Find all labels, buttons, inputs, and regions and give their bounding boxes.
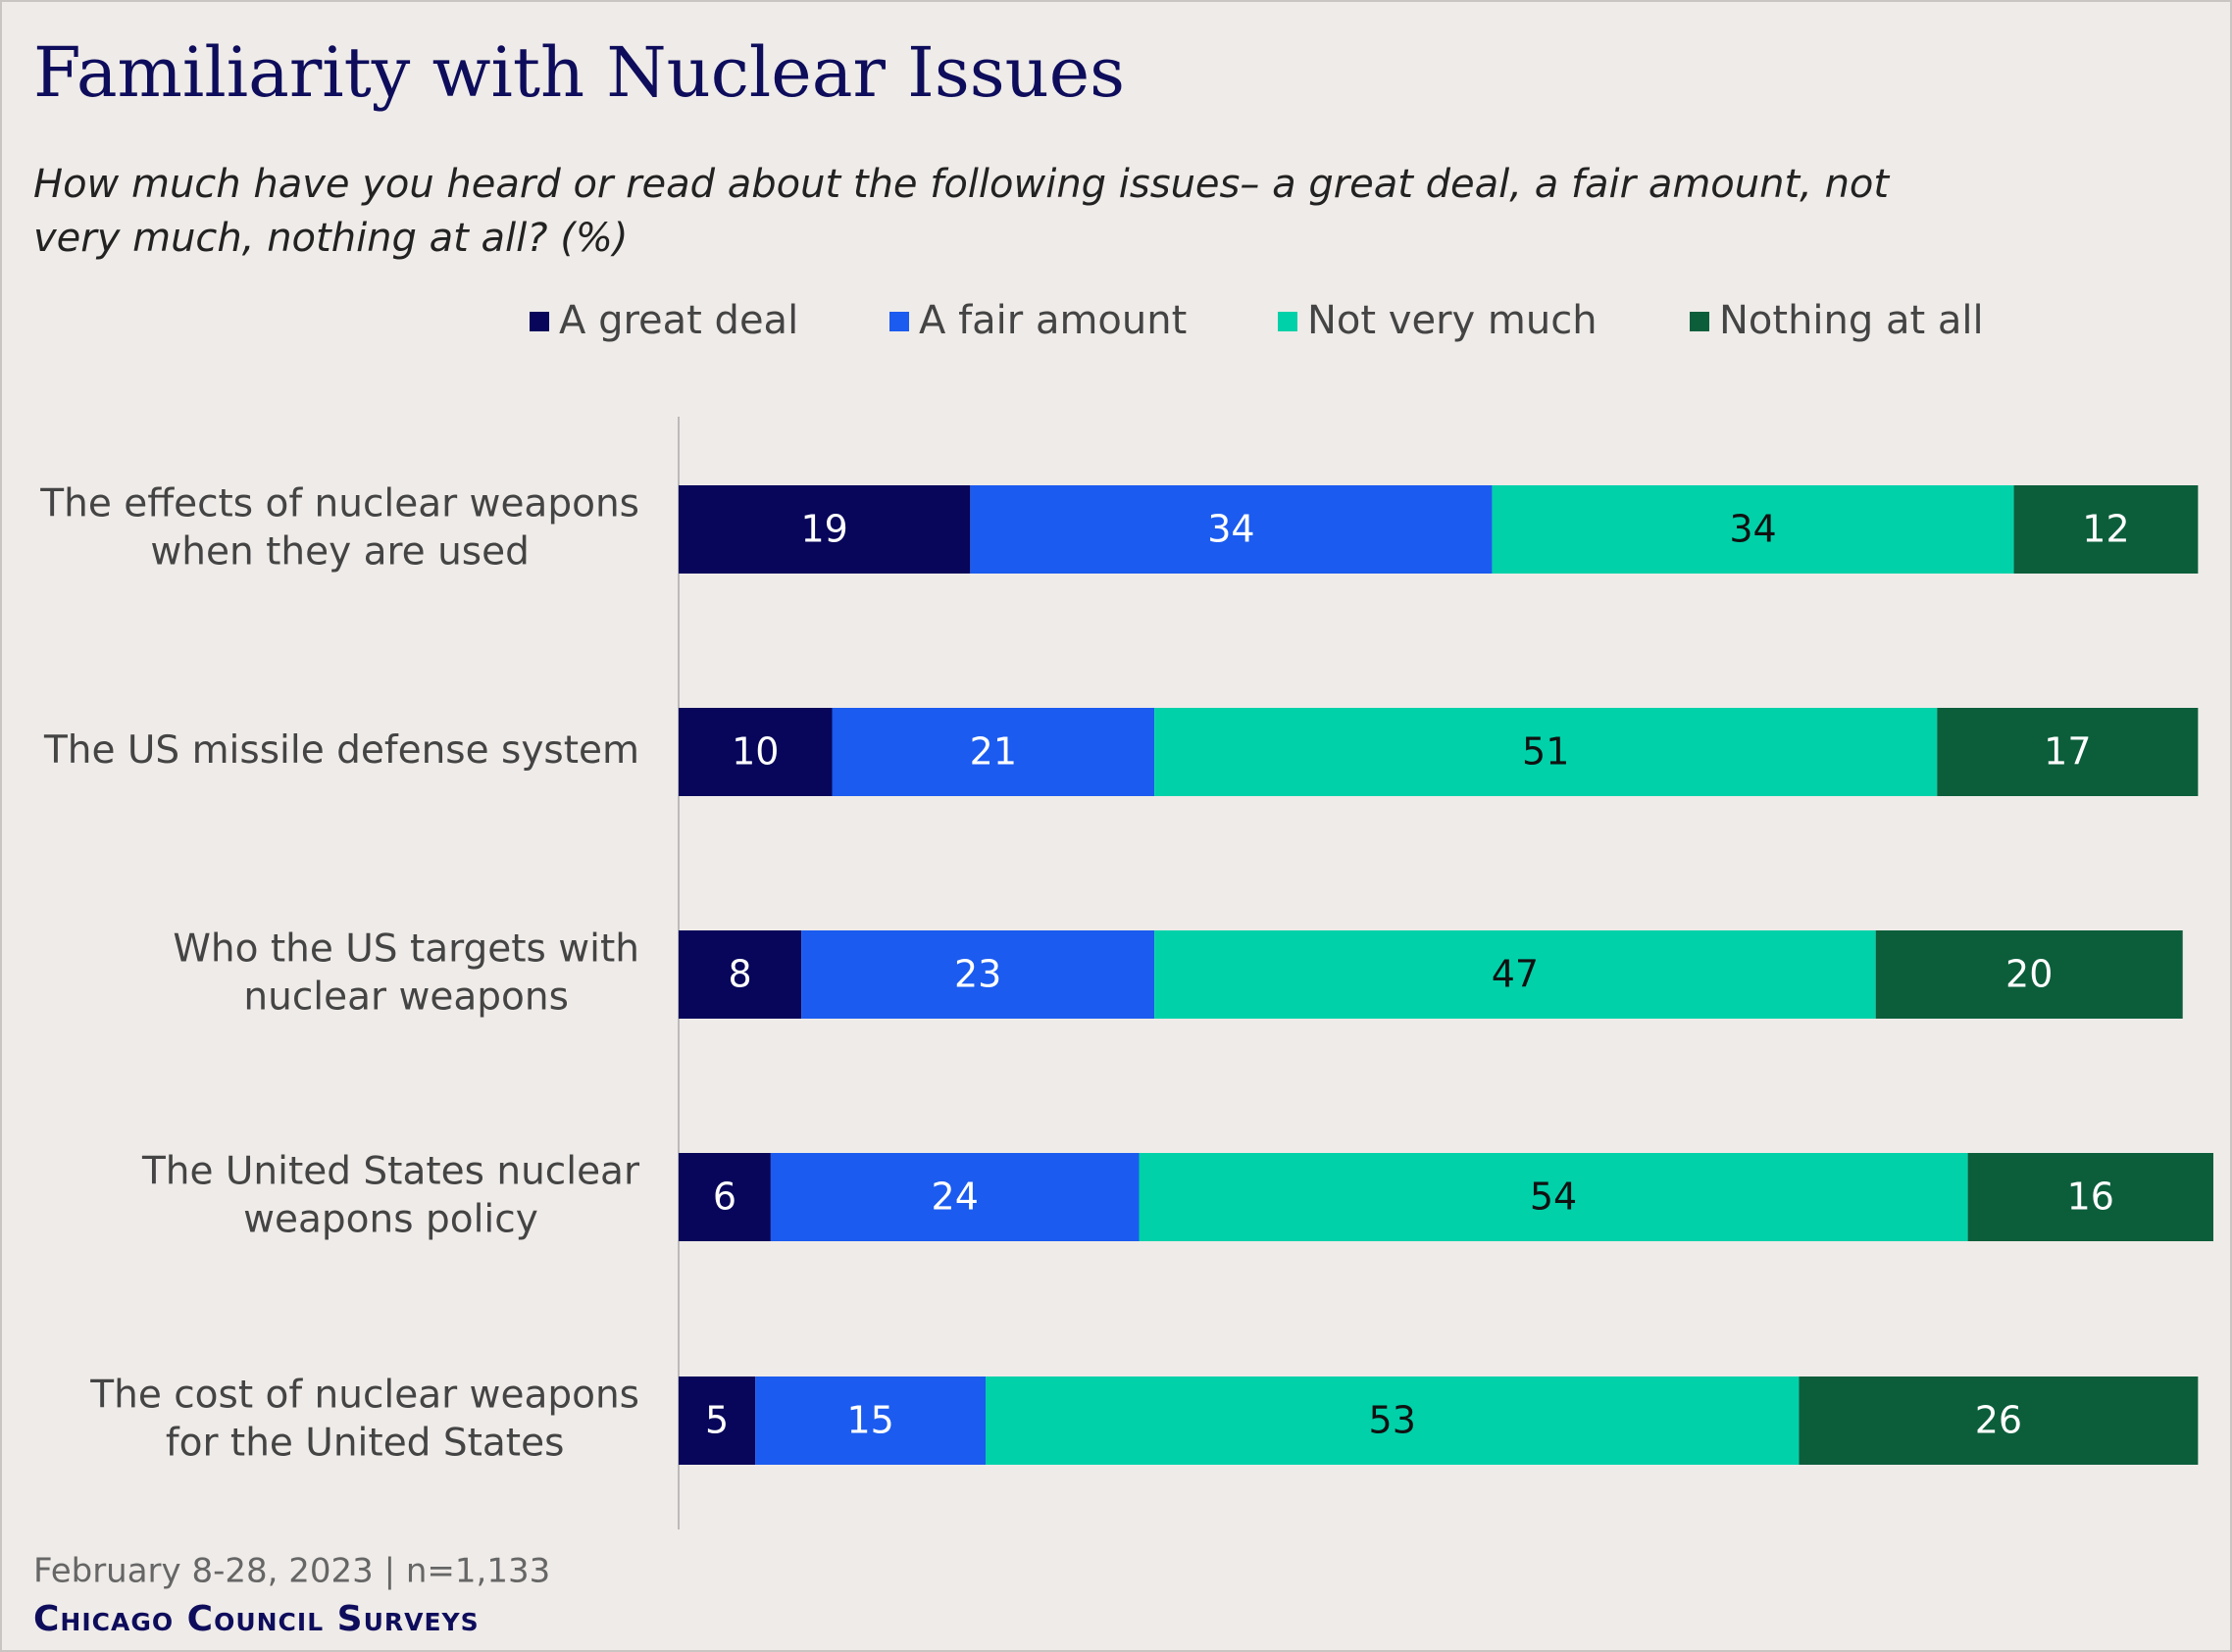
category-label: The US missile defense system	[43, 728, 639, 773]
subtitle: How much have you heard or read about th…	[33, 162, 1890, 207]
chart-title: Familiarity with Nuclear Issues	[33, 32, 1125, 113]
bar-segment	[801, 930, 1155, 1019]
data-label: 24	[932, 1176, 979, 1219]
bar-segment	[679, 1377, 756, 1465]
bar-segment	[1492, 485, 2014, 574]
data-label: 26	[1975, 1399, 2022, 1442]
bar-segment	[986, 1377, 1800, 1465]
bar-segment	[832, 708, 1155, 796]
data-label: 19	[800, 508, 847, 551]
bar-segment	[1154, 708, 1938, 796]
data-label: 12	[2082, 508, 2129, 551]
bar-segment	[755, 1377, 986, 1465]
data-label: 10	[732, 730, 779, 774]
legend-label: Nothing at all	[1719, 298, 1984, 343]
legend-swatch	[889, 312, 909, 331]
bar-segment	[1967, 1153, 2213, 1241]
category-label: The effects of nuclear weapons when they …	[39, 481, 639, 574]
data-label: 34	[1729, 508, 1776, 551]
category-label: The United States nuclear weapons policy	[141, 1149, 640, 1241]
bar-segment	[2013, 485, 2199, 574]
data-label: 15	[846, 1399, 893, 1442]
bar-segment	[1799, 1377, 2199, 1465]
data-label: 53	[1369, 1399, 1416, 1442]
legend-swatch	[530, 312, 549, 331]
subtitle: very much, nothing at all? (%)	[33, 216, 628, 261]
bar-segment	[679, 708, 833, 796]
data-label: 20	[2005, 953, 2053, 996]
bar-segment	[679, 485, 971, 574]
data-label: 54	[1530, 1176, 1577, 1219]
data-label: 34	[1207, 508, 1254, 551]
note: February 8-28, 2023 | n=1,133	[33, 1552, 550, 1591]
legend-swatch	[1278, 312, 1297, 331]
bar-segment	[679, 1153, 771, 1241]
data-label: 51	[1522, 730, 1569, 774]
bar-segment	[970, 485, 1493, 574]
data-label: 5	[705, 1399, 729, 1442]
category-label: The cost of nuclear weapons for the Unite…	[89, 1373, 639, 1465]
legend-swatch	[1690, 312, 1709, 331]
data-label: 8	[729, 953, 752, 996]
bar-segment	[679, 930, 802, 1019]
data-label: 17	[2044, 730, 2091, 774]
data-label: 6	[713, 1176, 736, 1219]
legend-label: Not very much	[1307, 298, 1598, 343]
bar-segment	[1875, 930, 2183, 1019]
data-label: 21	[970, 730, 1017, 774]
data-label: 16	[2067, 1176, 2114, 1219]
bar-segment	[1139, 1153, 1968, 1241]
legend-label: A great deal	[559, 298, 798, 343]
bar-segment	[1937, 708, 2199, 796]
category-label: Who the US targets with nuclear weapons	[173, 926, 639, 1019]
bar-segment	[770, 1153, 1140, 1241]
source: Chicago Council Surveys	[33, 1599, 480, 1639]
legend-label: A fair amount	[919, 298, 1187, 343]
bar-segment	[1154, 930, 1876, 1019]
data-label: 47	[1492, 953, 1539, 996]
data-label: 23	[954, 953, 1001, 996]
